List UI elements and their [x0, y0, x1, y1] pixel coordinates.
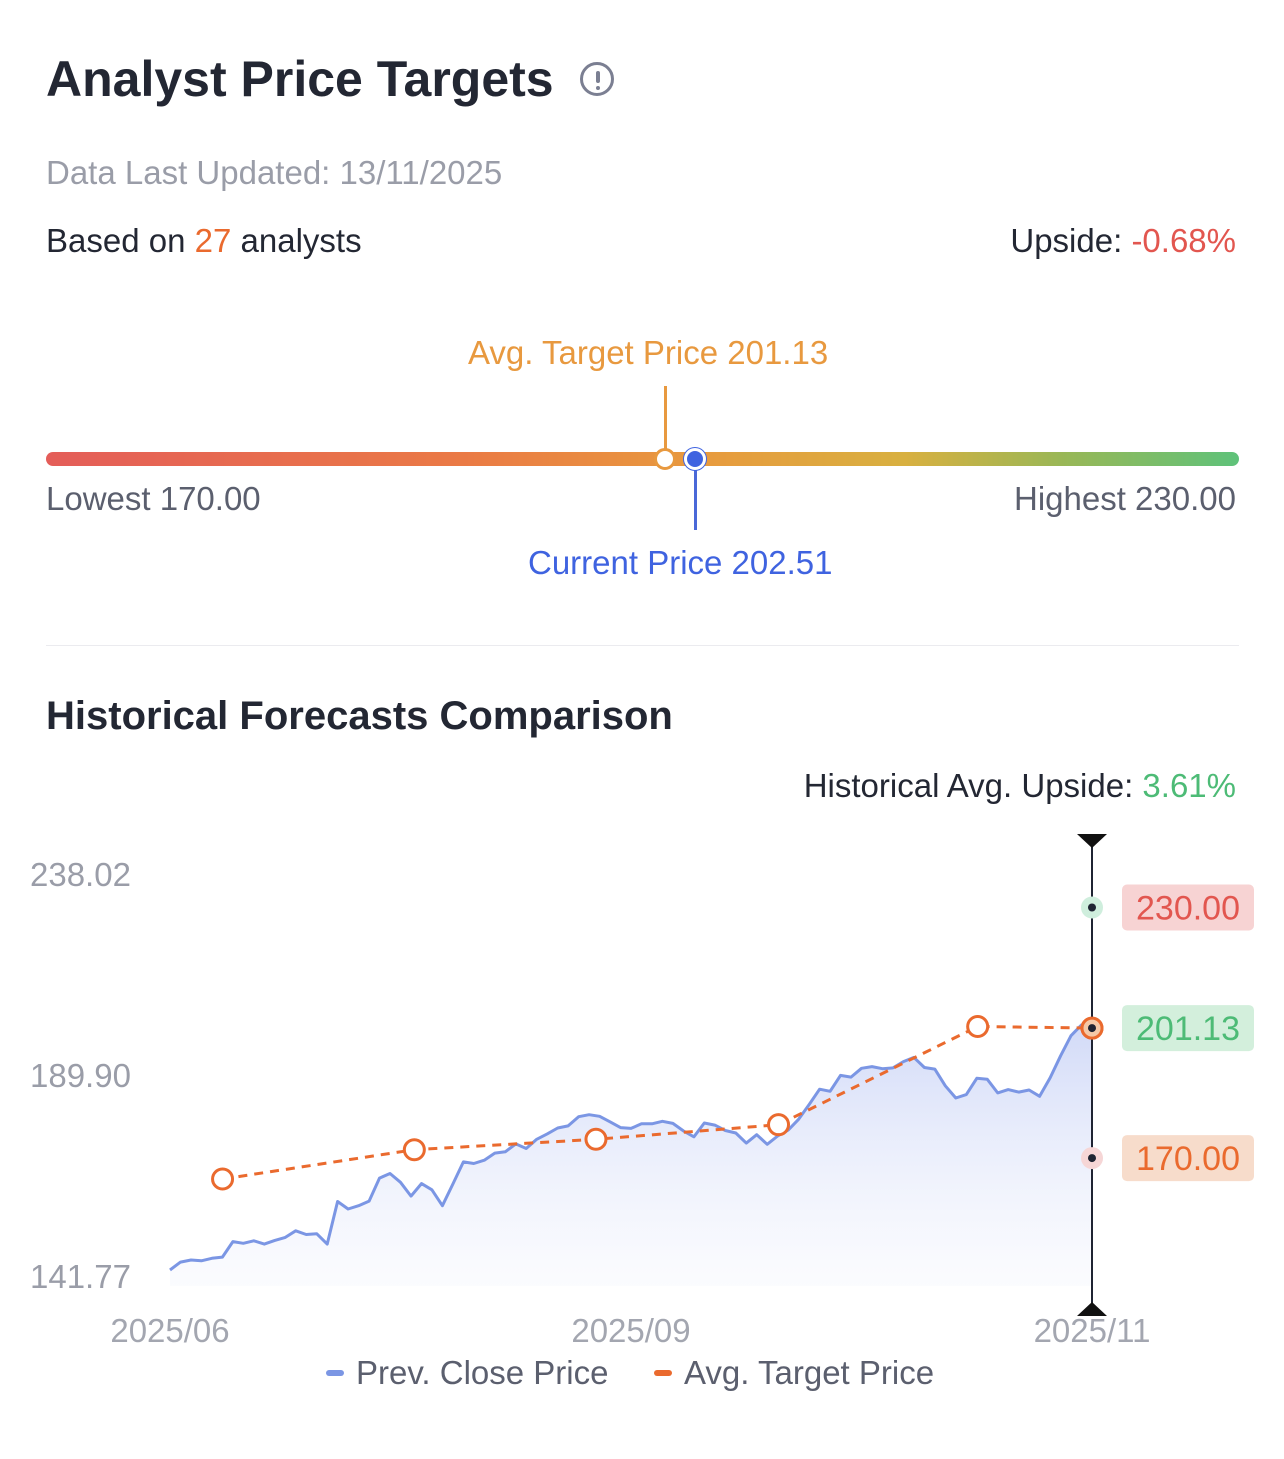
end-marker-dot	[1088, 1154, 1096, 1163]
legend-label: Prev. Close Price	[356, 1354, 608, 1391]
current-price-marker[interactable]	[684, 448, 706, 470]
section-divider	[46, 645, 1239, 646]
avg-target-label: Avg. Target Price 201.13	[468, 334, 829, 371]
x-tick-label: 2025/06	[110, 1312, 229, 1349]
end-value-badge-label: 230.00	[1136, 889, 1240, 927]
x-tick-label: 2025/11	[1034, 1312, 1151, 1349]
end-value-badge	[1122, 884, 1254, 931]
y-tick-label: 238.02	[30, 856, 131, 893]
historical-avg-upside-label: Historical Avg. Upside:	[803, 767, 1143, 804]
avg-target-line	[222, 1024, 1093, 1181]
section-title: Historical Forecasts Comparison	[46, 694, 673, 738]
price-range-gauge	[46, 452, 1239, 466]
legend-swatch	[326, 1370, 344, 1376]
info-icon-dot	[596, 86, 600, 90]
cursor-top-arrow	[1077, 834, 1107, 848]
end-value-badge	[1122, 1005, 1254, 1052]
legend-swatch	[654, 1370, 672, 1376]
historical-forecast-chart[interactable]: 238.02 189.90 141.77 2025/06 2025/09 2025/11…	[0, 820, 1284, 1420]
avg-target-point	[402, 1138, 426, 1162]
avg-target-marker[interactable]	[654, 448, 676, 470]
end-value-badges: 230.00 201.13 170.00	[1080, 884, 1254, 1182]
avg-target-point	[767, 1113, 791, 1137]
end-value-badge-label: 201.13	[1136, 1010, 1240, 1048]
based-on-suffix: analysts	[231, 222, 362, 259]
close-price-area	[170, 1021, 1092, 1286]
x-axis: 2025/06 2025/09 2025/11	[110, 1312, 1150, 1349]
x-tick-label: 2025/09	[571, 1312, 690, 1349]
y-tick-label: 189.90	[30, 1057, 131, 1094]
end-value-badge-label: 170.00	[1136, 1140, 1240, 1178]
close-price-line	[169, 1020, 1093, 1272]
info-circle-icon[interactable]	[580, 62, 614, 96]
upside-value: -0.68%	[1131, 222, 1236, 259]
info-icon-bar	[596, 71, 600, 83]
upside-text: Upside: -0.68%	[1010, 222, 1236, 260]
lowest-target-label: Lowest 170.00	[46, 480, 261, 517]
legend-label: Avg. Target Price	[684, 1354, 934, 1391]
y-axis: 238.02 189.90 141.77	[30, 856, 131, 1295]
last-updated-text: Data Last Updated: 13/11/2025	[46, 154, 503, 191]
chart-legend: Prev. Close Price Avg. Target Price	[326, 1354, 934, 1391]
analyst-count: 27	[194, 222, 232, 259]
y-tick-label: 141.77	[30, 1258, 131, 1295]
based-on-prefix: Based on	[46, 222, 195, 259]
based-on-text: Based on 27 analysts	[46, 222, 362, 260]
page-title: Analyst Price Targets	[46, 51, 554, 107]
end-value-badge	[1122, 1135, 1254, 1182]
historical-avg-upside-value: 3.61%	[1142, 767, 1236, 804]
historical-avg-upside: Historical Avg. Upside: 3.61%	[804, 767, 1236, 805]
current-price-label: Current Price 202.51	[528, 544, 833, 581]
avg-target-point	[584, 1127, 608, 1151]
avg-target-point	[966, 1015, 990, 1039]
cursor-bottom-arrow	[1077, 1302, 1107, 1316]
end-marker-dot	[1088, 903, 1096, 912]
upside-label: Upside:	[1010, 222, 1132, 259]
highest-target-label: Highest 230.00	[1014, 480, 1236, 517]
current-price-pointer-line	[694, 462, 697, 530]
avg-target-pointer-line	[664, 386, 667, 456]
avg-target-point	[211, 1167, 235, 1191]
end-marker-dot	[1088, 1024, 1096, 1033]
